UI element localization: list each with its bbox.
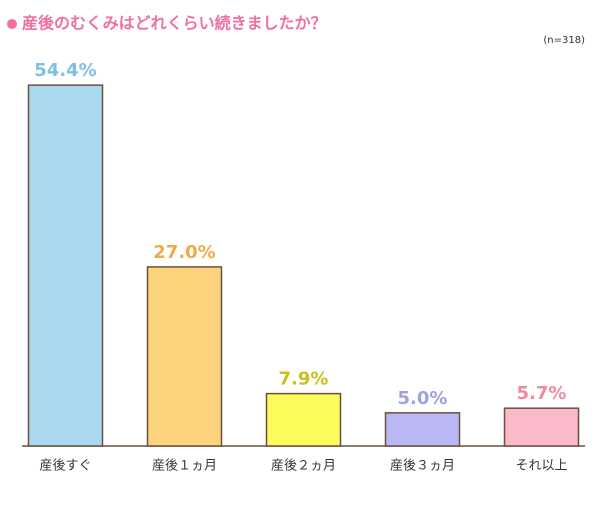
bar bbox=[146, 266, 223, 447]
x-tick-label: それ以上 bbox=[515, 459, 567, 474]
x-tick-label: 産後３ヵ月 bbox=[390, 458, 455, 474]
value-label: 7.9% bbox=[279, 369, 329, 390]
bar bbox=[384, 412, 461, 447]
value-label: 5.0% bbox=[398, 388, 448, 409]
bar bbox=[503, 407, 580, 447]
bar bbox=[265, 392, 342, 447]
value-label: 5.7% bbox=[517, 383, 567, 404]
chart-subtitle: (n=318) bbox=[543, 35, 585, 46]
chart-title: 産後のむくみはどれくらい続きましたか？ bbox=[22, 14, 327, 33]
title-bullet bbox=[7, 19, 17, 29]
bar bbox=[27, 84, 104, 447]
x-tick-label: 産後２ヵ月 bbox=[271, 458, 336, 474]
value-label: 54.4% bbox=[34, 60, 96, 81]
x-tick-label: 産後すぐ bbox=[39, 458, 91, 474]
x-tick-label: 産後１ヵ月 bbox=[152, 458, 217, 474]
value-label: 27.0% bbox=[153, 242, 215, 263]
